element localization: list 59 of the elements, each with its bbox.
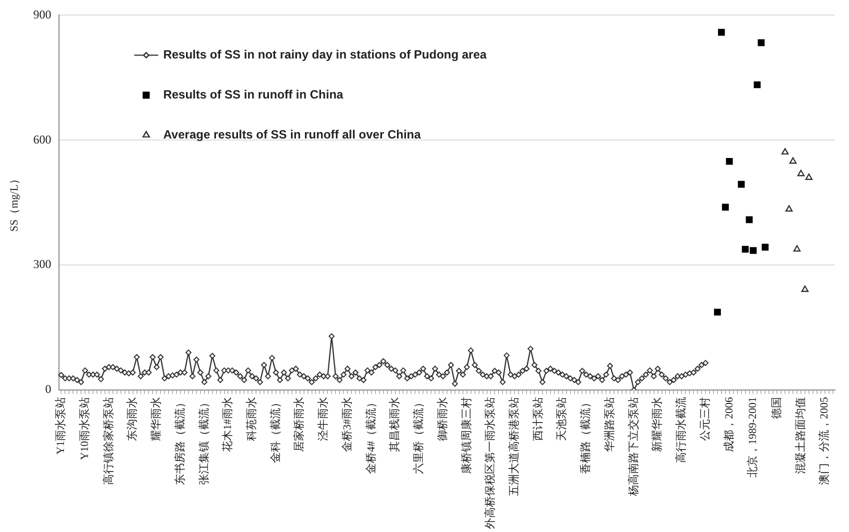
x-tick-label: 五洲大道高桥港泵站 [507, 397, 520, 496]
x-tick-label: 天池泵站 [555, 397, 568, 441]
x-tick-label: 科苑雨水 [244, 397, 258, 441]
point [754, 81, 761, 88]
x-tick-label: 成都，2006 [722, 396, 736, 452]
x-tick-label: Y1雨水泵站 [54, 397, 68, 454]
x-tick-label: 香楠路（截流） [579, 397, 592, 474]
legend-label: Results of SS in not rainy day in stations of Pudong area [163, 48, 487, 62]
x-tick-label: 北京，1989-2001 [746, 397, 760, 478]
x-tick-label: 公元三村 [698, 397, 712, 441]
x-tick-label: 金桥3#雨水 [340, 397, 354, 452]
x-tick-label: 高行雨水截流 [674, 397, 688, 463]
x-tick-label: 澳门，分流，2005 [818, 396, 831, 485]
x-tick-label: 西计泵站 [531, 397, 544, 441]
x-tick-label: 东书房路（截流） [173, 397, 186, 485]
y-tick-label: 900 [33, 7, 52, 22]
x-tick-label: 外高桥保税区第一雨水泵站 [484, 397, 497, 529]
x-tick-label: 东沟雨水 [126, 397, 139, 441]
x-tick-label: 张江集镇（截流） [197, 397, 210, 485]
y-tick-label: 600 [33, 132, 52, 146]
x-tick-label: 耀华雨水 [150, 397, 163, 441]
point [805, 174, 813, 180]
point [742, 246, 749, 253]
point [726, 158, 733, 165]
x-tick-label: 高行镇徐家桥泵站 [102, 397, 115, 485]
x-tick-label: 花木1#雨水 [221, 397, 234, 452]
point [722, 204, 729, 211]
x-tick-label: 德国 [770, 397, 783, 419]
x-tick-label: 金桥4#（截流） [364, 397, 378, 474]
x-tick-label: 其昌栈雨水 [388, 397, 402, 452]
point [750, 247, 757, 254]
point [793, 245, 801, 252]
point [789, 157, 797, 164]
x-tick-label: Y10雨水泵站 [78, 397, 91, 460]
point [797, 170, 805, 176]
x-tick-label: 六里桥（截流） [412, 397, 426, 474]
legend-label: Results of SS in runoff in China [163, 88, 344, 102]
point [801, 286, 809, 292]
point [785, 205, 793, 212]
x-tick-label: 康桥镇周康三村 [460, 397, 473, 474]
x-tick-label: 新耀华雨水 [650, 397, 664, 452]
x-tick-label: 杨高南路下立交泵站 [626, 397, 640, 497]
x-tick-label: 华洲路泵站 [602, 397, 616, 452]
x-tick-label: 混凝土路面均值 [794, 397, 807, 474]
x-tick-label: 居家桥雨水 [292, 397, 306, 452]
y-tick-label: 0 [45, 382, 52, 396]
x-tick-label: 泾牛雨水 [316, 397, 330, 441]
y-tick-label: 300 [33, 257, 52, 272]
y-axis-title: SS（mg/L） [8, 174, 20, 232]
point [781, 148, 789, 155]
point [746, 216, 753, 224]
point [714, 308, 721, 316]
point [738, 180, 745, 188]
point [762, 244, 769, 251]
legend-label: Average results of SS in runoff all over China [163, 128, 422, 142]
point [758, 39, 765, 46]
x-tick-label: 御桥雨水 [436, 397, 449, 441]
point [718, 28, 725, 36]
x-tick-label: 金科（截流） [268, 397, 282, 463]
